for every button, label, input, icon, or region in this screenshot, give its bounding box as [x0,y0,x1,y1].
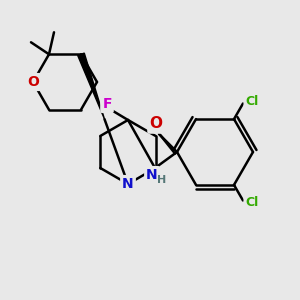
Polygon shape [78,53,104,119]
Text: F: F [102,97,112,111]
Text: N: N [146,168,158,182]
Text: Cl: Cl [245,95,259,108]
Text: H: H [158,175,166,185]
Text: Cl: Cl [245,196,259,209]
Text: O: O [27,75,39,89]
Text: N: N [122,177,134,191]
Text: O: O [149,116,163,131]
